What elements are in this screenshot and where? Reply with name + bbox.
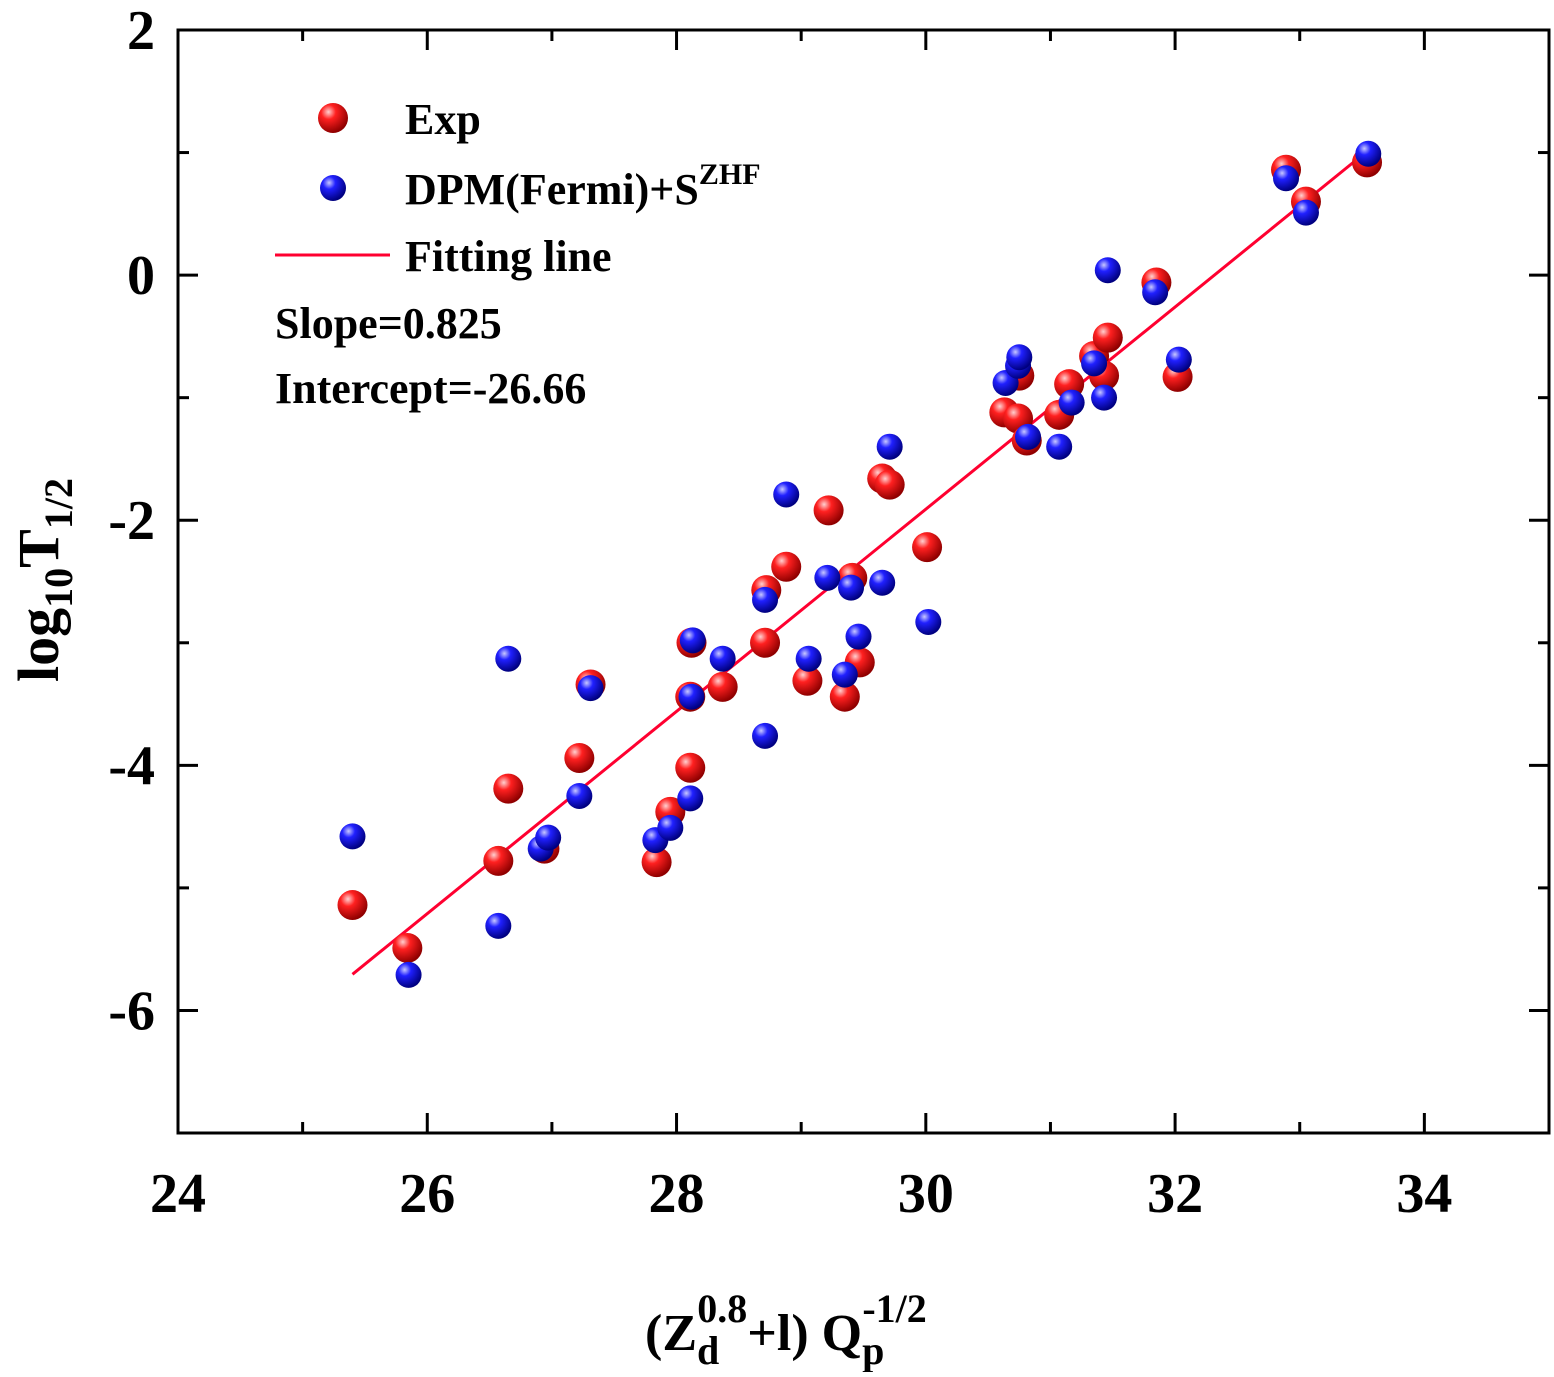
dpm-point bbox=[677, 785, 704, 812]
exp-point bbox=[483, 845, 514, 876]
exp-point bbox=[813, 495, 844, 526]
exp-point bbox=[771, 551, 802, 582]
dpm-point bbox=[577, 675, 604, 702]
ylabel-main: log bbox=[6, 608, 71, 682]
dpm-point bbox=[566, 782, 593, 809]
dpm-point bbox=[869, 569, 896, 596]
legend-exp-marker bbox=[318, 103, 348, 133]
dpm-point bbox=[1006, 344, 1033, 371]
dpm-point bbox=[679, 627, 706, 654]
dpm-point bbox=[1046, 433, 1073, 460]
dpm-point bbox=[485, 912, 512, 939]
dpm-point bbox=[678, 683, 705, 710]
dpm-point bbox=[1091, 384, 1118, 411]
dpm-point bbox=[1094, 257, 1121, 284]
dpm-point bbox=[1273, 165, 1300, 192]
legend-dpm-marker bbox=[320, 175, 346, 201]
legend-fit-label: Fitting line bbox=[405, 232, 612, 281]
data-points bbox=[337, 140, 1383, 988]
exp-point bbox=[707, 671, 738, 702]
dpm-point bbox=[1015, 423, 1042, 450]
exp-point bbox=[641, 847, 672, 878]
x-tick-label: 28 bbox=[649, 1163, 705, 1225]
dpm-point bbox=[876, 433, 903, 460]
y-tick-label: -4 bbox=[108, 735, 155, 797]
x-tick-label: 24 bbox=[150, 1163, 206, 1225]
dpm-point bbox=[395, 961, 422, 988]
xlabel-sub: d bbox=[697, 1328, 719, 1372]
xlabel-mid: +l) Q bbox=[747, 1305, 862, 1362]
fitting-line bbox=[351, 149, 1370, 976]
ylabel-sub: 10 bbox=[36, 568, 81, 608]
exp-point bbox=[829, 681, 860, 712]
dpm-point bbox=[1292, 199, 1319, 226]
fitting-line-group bbox=[351, 149, 1370, 976]
plot-frame bbox=[176, 28, 1551, 1135]
y-tick-label: -6 bbox=[108, 980, 155, 1042]
xlabel-sup2: -1/2 bbox=[862, 1286, 926, 1331]
exp-point bbox=[392, 932, 423, 963]
xlabel-sup: 0.8 bbox=[697, 1286, 747, 1331]
dpm-point bbox=[495, 645, 522, 672]
dpm-point bbox=[1058, 389, 1085, 416]
dpm-point bbox=[831, 661, 858, 688]
x-tick-label: 32 bbox=[1147, 1163, 1203, 1225]
dpm-point bbox=[795, 645, 822, 672]
dpm-point bbox=[845, 623, 872, 650]
legend-dpm-label: DPM(Fermi)+SZHF bbox=[405, 158, 761, 214]
dpm-point bbox=[535, 824, 562, 851]
y-tick-label: 2 bbox=[127, 0, 155, 62]
xlabel-open: (Z bbox=[645, 1305, 697, 1362]
xlabel-sub2: p bbox=[862, 1328, 884, 1372]
exp-point bbox=[750, 627, 781, 658]
dpm-point bbox=[752, 722, 779, 749]
legend-dpm-main: DPM(Fermi)+S bbox=[405, 165, 699, 214]
exp-point bbox=[337, 890, 368, 921]
y-axis-label: log10T1/2 bbox=[6, 478, 81, 682]
dpm-point bbox=[752, 586, 779, 613]
x-tick-label: 26 bbox=[399, 1163, 455, 1225]
legend-exp-label: Exp bbox=[405, 95, 481, 144]
legend-dpm-sup: ZHF bbox=[699, 158, 761, 191]
ylabel-main2: T bbox=[6, 529, 71, 568]
exp-point bbox=[493, 773, 524, 804]
axes: 24 26 28 30 32 34 2 0 -2 -4 -6 bbox=[108, 0, 1551, 1225]
ylabel-sub2: 1/2 bbox=[36, 478, 81, 529]
x-tick-label: 30 bbox=[898, 1163, 954, 1225]
dpm-point bbox=[1081, 350, 1108, 377]
exp-point bbox=[792, 665, 823, 696]
y-tick-label: -2 bbox=[108, 490, 155, 552]
exp-point bbox=[874, 469, 905, 500]
exp-point bbox=[675, 752, 706, 783]
exp-point bbox=[912, 532, 943, 563]
exp-point bbox=[1092, 322, 1123, 353]
slope-annotation: Slope=0.825 bbox=[275, 299, 502, 348]
y-tick-label: 0 bbox=[127, 245, 155, 307]
legend: Exp DPM(Fermi)+SZHF Fitting line Slope=0… bbox=[275, 95, 761, 413]
x-tick-label: 34 bbox=[1396, 1163, 1452, 1225]
dpm-point bbox=[339, 823, 366, 850]
dpm-point bbox=[915, 608, 942, 635]
dpm-point bbox=[709, 645, 736, 672]
x-axis-label: (Zd0.8+l) Qp-1/2 bbox=[645, 1286, 927, 1372]
dpm-point bbox=[657, 814, 684, 841]
dpm-point bbox=[814, 564, 841, 591]
dpm-point bbox=[838, 574, 865, 601]
dpm-point bbox=[1165, 346, 1192, 373]
exp-point bbox=[564, 742, 595, 773]
dpm-point bbox=[1142, 279, 1169, 306]
intercept-annotation: Intercept=-26.66 bbox=[275, 364, 586, 413]
dpm-point bbox=[773, 481, 800, 508]
dpm-point bbox=[1355, 140, 1382, 167]
